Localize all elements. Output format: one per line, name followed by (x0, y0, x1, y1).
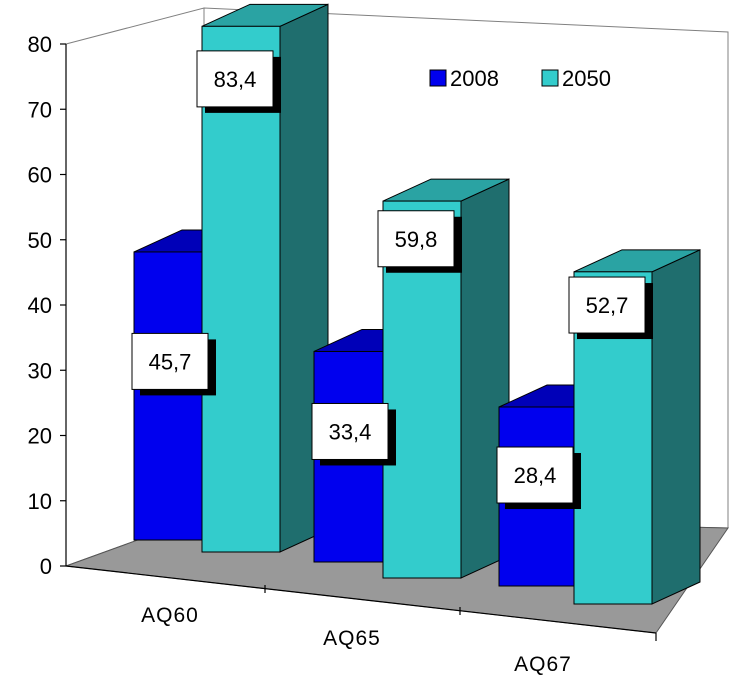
y-tick-label: 40 (28, 293, 52, 318)
y-tick-label: 60 (28, 163, 52, 188)
data-label-2050-AQ65: 59,8 (377, 210, 462, 273)
data-label-2008-AQ65: 33,4 (311, 402, 396, 466)
legend-label: 2008 (450, 66, 499, 91)
data-label-2050-AQ60-box (196, 50, 274, 108)
y-tick-label: 10 (28, 489, 52, 514)
data-label-2008-AQ67-box (496, 446, 574, 504)
data-label-2008-AQ67: 28,4 (496, 446, 581, 510)
data-label-2008-AQ65-box (311, 402, 389, 460)
x-category-label: AQ60 (141, 604, 199, 627)
y-tick-label: 50 (28, 228, 52, 253)
x-axis (65, 565, 657, 634)
data-label-2008-AQ65-text: 33,4 (329, 419, 372, 444)
data-label-2050-AQ65-text: 59,8 (395, 227, 438, 252)
y-tick-label: 80 (28, 32, 52, 57)
data-label-2050-AQ67-text: 52,7 (586, 293, 629, 318)
data-label-2008-AQ60-box (131, 332, 209, 390)
legend-swatch (429, 69, 447, 87)
x-category-label: AQ65 (323, 627, 381, 650)
data-label-2050-AQ60: 83,4 (196, 50, 281, 113)
bar-2050-AQ67-side (651, 249, 701, 605)
x-category-label: AQ67 (514, 653, 572, 676)
legend-swatch (541, 69, 559, 87)
bar-2008-AQ60-front (133, 251, 211, 541)
data-label-2008-AQ67-text: 28,4 (514, 463, 557, 488)
y-tick-label: 20 (28, 424, 52, 449)
data-label-2050-AQ67-box (568, 276, 646, 334)
data-label-2008-AQ60-text: 45,7 (149, 349, 192, 374)
legend-item-2008: 2008 (429, 66, 499, 91)
y-tick-label: 70 (28, 97, 52, 122)
legend-item-2050: 2050 (541, 66, 611, 91)
data-label-2008-AQ60: 45,7 (131, 332, 216, 396)
data-label-2050-AQ67: 52,7 (568, 276, 653, 340)
y-tick-label: 30 (28, 358, 52, 383)
data-label-2050-AQ65-box (377, 210, 455, 268)
y-tick-label: 0 (40, 554, 52, 579)
legend-label: 2050 (562, 66, 611, 91)
data-label-2050-AQ60-text: 83,4 (214, 67, 257, 92)
bar-2050-AQ60-front (201, 25, 281, 553)
